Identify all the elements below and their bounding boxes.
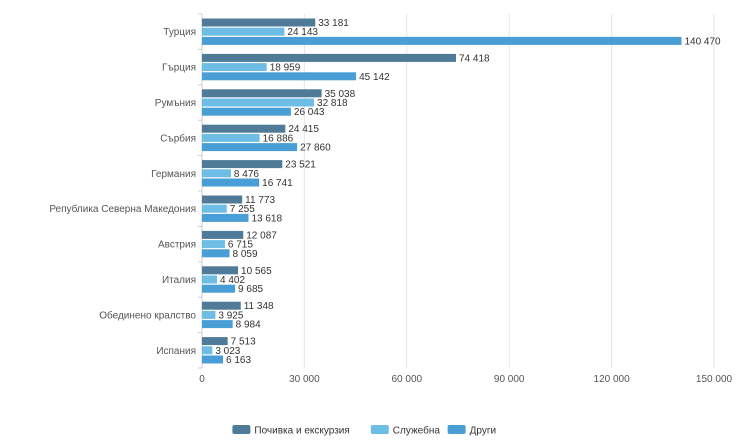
- bar-3-8[interactable]: [202, 284, 236, 293]
- data-label: 9 685: [238, 284, 263, 295]
- grid-lines: [303, 14, 715, 368]
- bar-3-2[interactable]: [202, 72, 357, 81]
- legend-label: Почивка и екскурзия: [254, 426, 349, 437]
- bar-1-2[interactable]: [202, 53, 457, 62]
- bar-2-9[interactable]: [202, 310, 216, 319]
- bar-1-1[interactable]: [202, 18, 316, 27]
- data-label: 27 860: [300, 143, 331, 154]
- data-label: 32 818: [317, 98, 348, 109]
- data-label: 3 925: [218, 310, 243, 321]
- bar-2-6[interactable]: [202, 204, 227, 213]
- bar-1-6[interactable]: [202, 195, 243, 204]
- data-label: 4 402: [220, 275, 245, 286]
- bar-1-10[interactable]: [202, 337, 228, 346]
- category-label: Турция: [163, 27, 196, 38]
- data-label: 45 142: [359, 72, 390, 83]
- data-label: 12 087: [246, 230, 277, 241]
- data-label: 8 984: [236, 320, 261, 331]
- legend-item-2[interactable]: Служебна: [370, 425, 441, 437]
- data-label: 35 038: [325, 89, 356, 100]
- x-tick-label: 30 000: [289, 374, 320, 385]
- category-label: Република Северна Македония: [49, 203, 196, 215]
- category-label: Гърция: [162, 63, 196, 74]
- data-label: 16 741: [262, 178, 293, 189]
- bar-2-1[interactable]: [202, 27, 285, 36]
- data-label: 23 521: [285, 160, 316, 171]
- legend-item-1[interactable]: Почивка и екскурзия: [232, 425, 350, 437]
- bar-1-3[interactable]: [202, 89, 322, 98]
- axes: 0 30 000 60 000 90 000 120 000 150 000 Турция Г…: [49, 13, 733, 385]
- bar-2-4[interactable]: [202, 133, 260, 142]
- data-label: 26 043: [294, 107, 325, 118]
- bar-2-5[interactable]: [202, 169, 231, 178]
- bar-2-7[interactable]: [202, 240, 225, 249]
- bar-3-10[interactable]: [202, 355, 224, 364]
- bar-3-9[interactable]: [202, 320, 233, 329]
- bars: [202, 18, 682, 364]
- data-label: 24 415: [288, 124, 319, 135]
- category-label: Австрия: [158, 240, 196, 251]
- data-label: 24 143: [287, 27, 318, 38]
- bar-1-4[interactable]: [202, 124, 286, 133]
- bar-2-8[interactable]: [202, 275, 218, 284]
- bar-3-1[interactable]: [202, 36, 682, 45]
- bar-1-9[interactable]: [202, 301, 241, 310]
- data-label: 8 059: [233, 249, 258, 260]
- bar-3-5[interactable]: [202, 178, 260, 187]
- category-label: Испания: [156, 346, 196, 357]
- data-label: 6 715: [228, 240, 253, 251]
- data-label: 13 618: [251, 213, 282, 224]
- bar-3-6[interactable]: [202, 213, 249, 222]
- data-label: 33 181: [318, 18, 349, 29]
- data-label: 8 476: [234, 169, 259, 180]
- category-label: Германия: [151, 169, 196, 180]
- x-tick-label: 90 000: [494, 374, 525, 385]
- legend-label: Служебна: [393, 425, 441, 437]
- data-label: 10 565: [241, 266, 272, 277]
- category-label: Италия: [162, 275, 196, 286]
- data-label: 7 513: [231, 337, 256, 348]
- bar-2-3[interactable]: [202, 98, 315, 107]
- bar-3-7[interactable]: [202, 249, 230, 258]
- x-tick-label: 120 000: [594, 374, 631, 385]
- data-label: 18 959: [270, 63, 301, 74]
- x-tick-label: 0: [199, 374, 205, 385]
- legend-swatch: [370, 425, 389, 434]
- bar-3-3[interactable]: [202, 107, 291, 116]
- bar-2-2[interactable]: [202, 63, 267, 72]
- category-label: Сърбия: [160, 132, 196, 144]
- bar-1-7[interactable]: [202, 230, 244, 239]
- data-label: 7 255: [230, 204, 255, 215]
- bar-1-5[interactable]: [202, 160, 283, 169]
- bar-3-4[interactable]: [202, 143, 298, 152]
- legend[interactable]: Почивка и екскурзия Служебна Други: [232, 425, 496, 437]
- data-label: 11 348: [244, 301, 274, 312]
- x-tick-label: 60 000: [392, 374, 423, 385]
- data-label: 140 470: [684, 36, 721, 47]
- x-tick-label: 150 000: [696, 374, 733, 385]
- data-label: 74 418: [459, 53, 490, 64]
- bar-2-10[interactable]: [202, 346, 213, 355]
- data-label: 11 773: [245, 195, 275, 206]
- legend-item-3[interactable]: Други: [447, 425, 496, 437]
- data-label: 3 023: [215, 346, 240, 357]
- data-label: 16 886: [263, 133, 294, 144]
- category-label: Обединено кралство: [99, 309, 196, 321]
- data-label: 6 163: [226, 355, 251, 366]
- category-label: Румъния: [155, 98, 196, 109]
- bar-1-8[interactable]: [202, 266, 239, 275]
- legend-label: Други: [470, 426, 496, 437]
- legend-swatch: [447, 425, 466, 434]
- legend-swatch: [232, 425, 251, 434]
